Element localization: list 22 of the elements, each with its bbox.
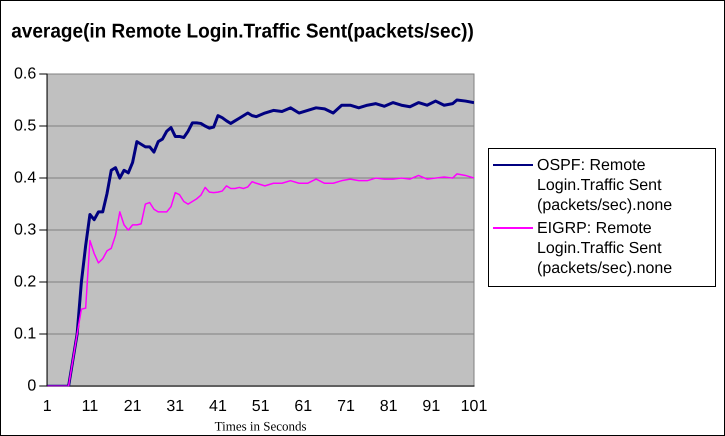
x-tick-label: 81 <box>380 398 398 416</box>
y-tick-label: 0.2 <box>14 274 36 291</box>
legend-label: EIGRP: Remote Login.Traffic Sent (packets/sec).none <box>537 219 674 279</box>
x-tick-label: 61 <box>294 398 312 416</box>
x-tick-label: 11 <box>82 398 98 416</box>
y-tick-label: 0.5 <box>14 117 36 134</box>
y-tick-label: 0.4 <box>14 169 36 186</box>
y-tick-label: 0.3 <box>14 222 36 239</box>
y-tick-label: 0.6 <box>14 65 36 82</box>
y-tick-label: 0.1 <box>14 326 36 343</box>
x-axis-title: Times in Seconds <box>214 418 307 434</box>
chart-title: average(in Remote Login.Traffic Sent(packets/sec)) <box>11 20 474 43</box>
x-tick-label: 101 <box>460 398 488 416</box>
x-tick-label: 71 <box>337 398 355 416</box>
legend-label: OSPF: Remote Login.Traffic Sent (packets/sec).none <box>537 156 674 216</box>
x-tick-label: 21 <box>124 398 142 416</box>
x-tick-label: 1 <box>42 398 52 416</box>
x-tick-label: 31 <box>166 398 184 416</box>
x-tick-label: 91 <box>422 398 440 416</box>
x-tick-label: 41 <box>209 398 227 416</box>
y-tick-label: 0 <box>27 378 36 395</box>
x-tick-label: 51 <box>252 398 270 416</box>
